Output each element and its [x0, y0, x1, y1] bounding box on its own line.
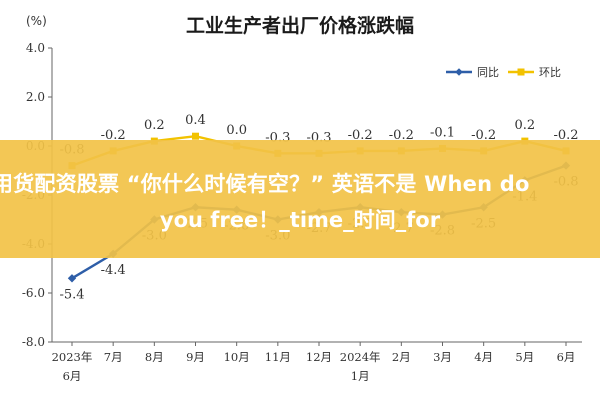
data-label: 0.2 — [514, 118, 535, 133]
y-unit-label: (%) — [26, 14, 47, 28]
data-label: 0.2 — [144, 118, 165, 133]
x-tick-label: 12月 — [306, 350, 332, 364]
x-tick-label: 10月 — [224, 350, 250, 364]
data-label: 0.4 — [185, 113, 206, 128]
watermark-banner: 用货配资股票 “你什么时候有空？” 英语不是 When do you free！… — [0, 140, 600, 258]
x-tick-label: 6月 — [63, 369, 82, 383]
y-tick-label: -6.0 — [22, 286, 45, 300]
data-label: -5.4 — [59, 287, 84, 302]
legend: 同比 环比 — [446, 66, 561, 79]
data-label: -0.2 — [389, 128, 414, 143]
x-tick-label: 9月 — [186, 350, 205, 364]
banner-text-line-2: you free！_time_时间_for — [159, 208, 441, 232]
data-label: 0.0 — [226, 123, 247, 138]
chart-title: 工业生产者出厂价格涨跌幅 — [186, 14, 414, 37]
banner-text-line-1: 用货配资股票 “你什么时候有空？” 英语不是 When do — [0, 172, 530, 196]
x-tick-label: 2024年 — [340, 350, 381, 364]
legend-marker — [517, 68, 525, 76]
data-label: -4.4 — [101, 263, 126, 278]
x-axis-ticks: 2023年 6月 7月 8月 9月 10月 11月 12月 2024年 1月 2月 3月 4月 5月 6月 — [52, 342, 576, 383]
legend-marker — [455, 68, 463, 76]
x-tick-label: 2023年 — [52, 350, 93, 364]
data-point — [192, 132, 199, 140]
x-tick-label: 1月 — [351, 369, 370, 383]
data-label: -0.1 — [430, 125, 455, 140]
y-tick-label: 4.0 — [26, 41, 45, 55]
x-tick-label: 4月 — [474, 350, 493, 364]
legend-label: 同比 — [477, 66, 499, 79]
legend-label: 环比 — [539, 66, 561, 79]
x-tick-label: 3月 — [433, 350, 452, 364]
x-tick-label: 5月 — [515, 350, 534, 364]
data-label: -0.2 — [101, 128, 126, 143]
x-tick-label: 6月 — [557, 350, 576, 364]
data-point — [67, 274, 77, 283]
data-label: -0.2 — [553, 128, 578, 143]
x-tick-label: 8月 — [145, 350, 164, 364]
data-label: -0.2 — [471, 128, 496, 143]
data-label: -0.2 — [348, 128, 373, 143]
x-tick-label: 2月 — [392, 350, 411, 364]
x-tick-label: 11月 — [265, 350, 291, 364]
y-tick-label: -8.0 — [22, 335, 45, 349]
y-tick-label: 2.0 — [26, 90, 45, 104]
x-tick-label: 7月 — [104, 350, 123, 364]
